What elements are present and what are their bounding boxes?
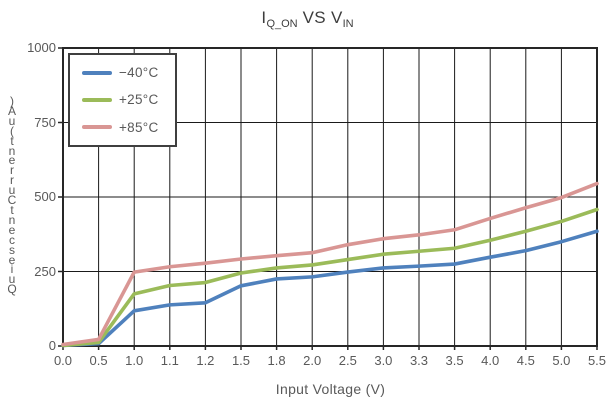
title-text: I <box>261 8 267 27</box>
legend-item: +25°C <box>82 92 175 107</box>
x-tick-label: 1.2 <box>196 353 215 368</box>
legend-label: +25°C <box>119 92 159 108</box>
title-subscript: IN <box>342 18 354 30</box>
legend-item: +85°C <box>82 120 175 135</box>
chart-title: IQ_ON VS VIN <box>0 8 615 30</box>
x-tick-label: 1.0 <box>125 353 144 368</box>
series-line-40C <box>61 229 599 348</box>
x-tick-label: 3.3 <box>409 353 429 368</box>
x-tick-label: 0.5 <box>89 353 108 368</box>
series-line-25C <box>61 207 599 348</box>
x-tick-label: 3.5 <box>445 353 464 368</box>
y-tick-label: 1000 <box>27 40 56 55</box>
y-tick-label: 750 <box>34 114 56 130</box>
y-tick-label: 500 <box>34 189 56 204</box>
legend-line-swatch <box>82 70 112 75</box>
legend-item: −40°C <box>82 65 175 80</box>
y-tick-label: 250 <box>34 263 56 279</box>
x-axis-title: Input Voltage (V) <box>275 381 386 397</box>
x-tick-label: 5.5 <box>587 353 607 368</box>
y-axis-label: ) A u ( t n e r r u C t n e c s e i u Q <box>7 94 17 297</box>
plot-border <box>62 47 598 347</box>
x-tick-label: 2.0 <box>303 353 322 368</box>
x-tick-label: 1.8 <box>267 353 286 368</box>
x-tick-label: 4.5 <box>516 353 535 368</box>
legend-label: −40°C <box>119 65 159 81</box>
legend-label: +85°C <box>119 119 159 135</box>
legend-line-swatch <box>82 125 112 130</box>
x-tick-label: 4.0 <box>481 353 500 368</box>
legend: −40°C +25°C +85°C <box>68 53 177 147</box>
x-tick-label: 1.1 <box>160 353 179 368</box>
legend-line-swatch <box>82 97 112 102</box>
x-tick-label: 0.0 <box>53 353 73 368</box>
title-text: VS V <box>297 8 343 27</box>
title-subscript: Q_ON <box>266 18 298 30</box>
y-tick-label: 0 <box>48 338 56 353</box>
x-tick-label: 3.0 <box>374 353 393 368</box>
x-tick-label: 5.0 <box>552 353 571 368</box>
series-line-85C <box>61 181 599 347</box>
x-tick-label: 2.5 <box>338 353 357 368</box>
x-tick-label: 1.5 <box>231 353 251 368</box>
